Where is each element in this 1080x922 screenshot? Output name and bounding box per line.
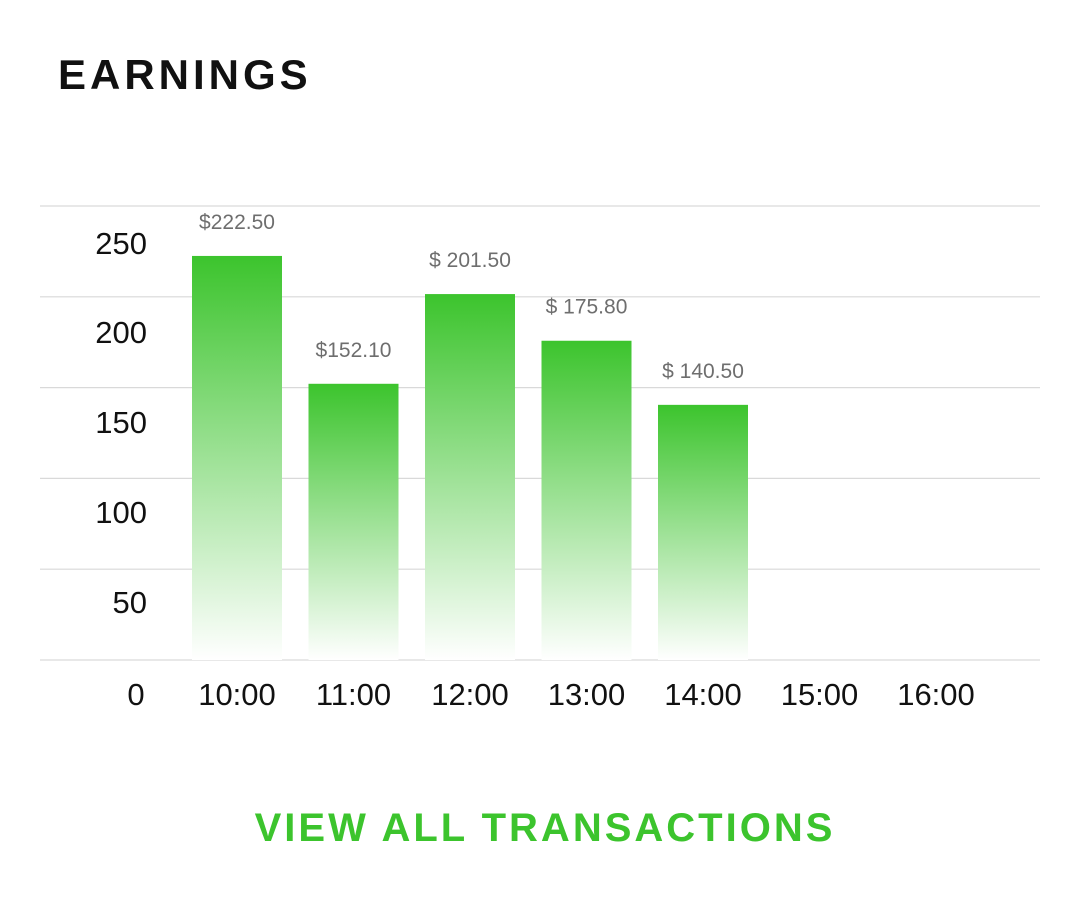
bar-value-label: $222.50 xyxy=(199,211,275,234)
bar-value-label: $152.10 xyxy=(316,339,392,362)
x-tick-label: 14:00 xyxy=(664,677,742,712)
y-tick-label: 250 xyxy=(95,226,147,261)
x-tick-label: 12:00 xyxy=(431,677,509,712)
x-tick-label: 10:00 xyxy=(198,677,276,712)
bar xyxy=(308,383,399,660)
x-tick-label: 13:00 xyxy=(548,677,626,712)
x-tick-label: 15:00 xyxy=(781,677,859,712)
value-labels: $222.50 $152.10 $ 201.50 $ 175.80 $ 140.50 xyxy=(199,211,744,383)
bar xyxy=(192,255,282,660)
y-tick-label: 50 xyxy=(113,585,147,620)
y-axis-tick-labels: 0 50 100 150 200 250 xyxy=(95,226,147,712)
earnings-bar-chart: $222.50 $152.10 $ 201.50 $ 175.80 $ 140.50 0… xyxy=(40,205,1040,712)
y-tick-label: 100 xyxy=(95,495,147,530)
bar xyxy=(658,404,748,660)
y-tick-label: 200 xyxy=(95,315,147,350)
bar-value-label: $ 140.50 xyxy=(662,360,744,383)
x-axis-tick-labels: 10:00 11:00 12:00 13:00 14:00 15:00 16:00 xyxy=(198,677,975,712)
bar xyxy=(425,294,515,660)
bar-value-label: $ 175.80 xyxy=(546,296,628,319)
bar xyxy=(541,340,632,660)
y-tick-label: 150 xyxy=(95,405,147,440)
y-tick-label: 0 xyxy=(127,677,144,712)
page-title: EARNINGS xyxy=(58,51,312,98)
view-all-transactions-link[interactable]: VIEW ALL TRANSACTIONS xyxy=(254,806,836,850)
x-tick-label: 11:00 xyxy=(316,677,391,712)
bar-value-label: $ 201.50 xyxy=(429,249,511,272)
x-tick-label: 16:00 xyxy=(897,677,975,712)
grid-lines xyxy=(40,205,1040,661)
bars xyxy=(192,255,748,660)
